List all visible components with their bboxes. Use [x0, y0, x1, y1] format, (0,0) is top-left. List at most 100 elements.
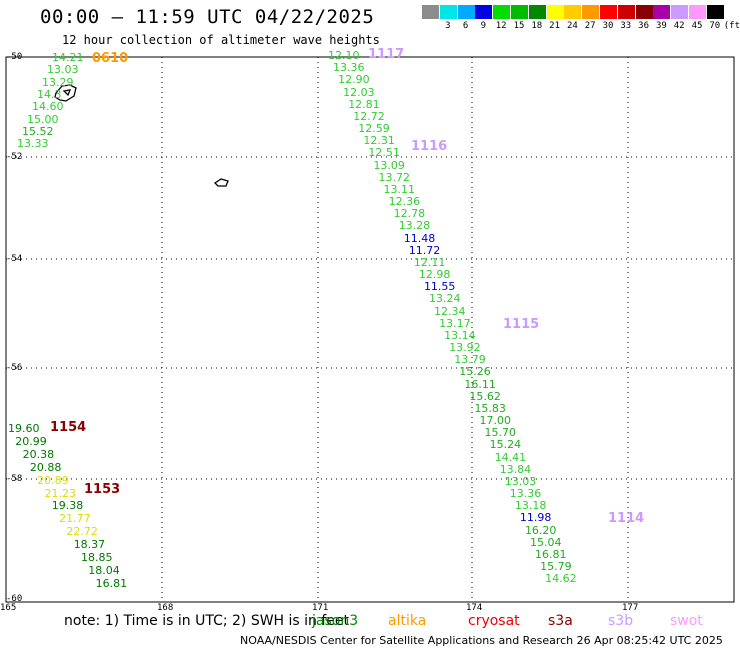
scale-swatch — [493, 5, 511, 19]
wave-height-value: 12.98 — [418, 268, 451, 282]
satellite-legend-swot: swot — [670, 613, 703, 629]
scale-label: 24 — [566, 21, 578, 31]
wave-height-value: 12.11 — [413, 255, 446, 269]
pass-time-label: 1116 — [411, 139, 448, 154]
wave-height-value: 18.04 — [88, 563, 120, 577]
scale-label: 36 — [638, 21, 650, 31]
satellite-legend-altika: altika — [388, 613, 427, 629]
lon-label: 174 — [466, 603, 483, 613]
lat-label: -54 — [6, 254, 23, 264]
wave-height-value: 14.60 — [32, 100, 64, 114]
scale-swatch — [528, 5, 546, 19]
pass-time-label: 1117 — [368, 47, 405, 62]
pass-time-label: 1114 — [608, 511, 645, 526]
scale-label: 70 — [709, 21, 721, 31]
wave-height-value: 20.88 — [29, 460, 62, 474]
wave-height-value: 13.14 — [444, 328, 476, 342]
wave-height-value: 20.99 — [15, 434, 47, 448]
wave-height-value: 16.81 — [95, 576, 128, 590]
wave-height-value: 16.11 — [464, 377, 496, 391]
wave-height-value: 17.00 — [479, 414, 512, 428]
wave-height-value: 13.09 — [373, 158, 405, 172]
scale-label: 18 — [531, 21, 543, 31]
wave-height-value: 14.41 — [494, 450, 527, 464]
wave-height-value: 13.36 — [509, 487, 542, 501]
scale-label: 33 — [620, 21, 632, 31]
scale-label: 6 — [462, 21, 469, 31]
footer-credit: NOAA/NESDIS Center for Satellite Applica… — [240, 634, 723, 647]
scale-swatch — [617, 5, 635, 19]
wave-height-value: 12.72 — [353, 109, 385, 123]
scale-label: 30 — [602, 21, 614, 31]
wave-height-value: 15.26 — [459, 365, 491, 379]
wave-height-value: 12.10 — [328, 49, 360, 62]
campbell-island-outline — [213, 178, 229, 187]
scale-swatch — [475, 5, 493, 19]
wave-height-value: 16.20 — [524, 523, 557, 537]
wave-height-value: 13.18 — [514, 499, 547, 513]
wave-height-value: 13.84 — [499, 462, 532, 476]
wave-height-value: 14.62 — [545, 572, 577, 586]
scale-label: 39 — [655, 21, 667, 31]
wave-height-value: 13.28 — [398, 219, 431, 233]
lon-label: 165 — [0, 603, 17, 613]
wave-height-value: 13.03 — [504, 474, 537, 488]
wave-height-value: 13.33 — [17, 137, 49, 151]
scale-unit: (ft) — [723, 21, 740, 31]
scale-swatch — [582, 5, 600, 19]
wave-height-value: 22.72 — [66, 525, 98, 539]
pass-time-label: 1115 — [503, 317, 540, 332]
wave-height-value: 13.17 — [439, 316, 471, 330]
scale-swatch — [689, 5, 706, 19]
wave-height-value: 19.38 — [51, 499, 84, 513]
pass-time-label: 1154 — [50, 420, 87, 435]
scale-swatch — [511, 5, 528, 19]
scale-label: 12 — [495, 21, 507, 31]
wave-height-value: 13.92 — [449, 341, 481, 355]
scale-label: 45 — [691, 21, 703, 31]
graticule — [6, 57, 734, 602]
wave-height-value: 13.36 — [333, 61, 365, 75]
lat-label: -58 — [6, 474, 23, 484]
wave-height-value: 11.98 — [519, 511, 552, 525]
scale-swatch — [635, 5, 653, 19]
wave-height-value: 15.52 — [22, 124, 54, 138]
wave-height-value: 12.51 — [368, 146, 400, 160]
wave-height-value: 12.34 — [434, 304, 466, 318]
pass-time-label: 1153 — [84, 482, 121, 497]
wave-height-value: 11.72 — [408, 243, 441, 257]
satellite-legend-jason3: jason3 — [312, 613, 359, 629]
wave-height-value: 13.24 — [429, 292, 461, 306]
map-subtitle: 12 hour collection of altimeter wave hei… — [62, 33, 380, 47]
wave-height-value: 13.03 — [47, 63, 79, 77]
wave-height-value: 19.60 — [8, 422, 40, 435]
wave-height-value: 21.23 — [44, 486, 77, 500]
wave-height-value: 12.59 — [358, 122, 390, 136]
wave-height-value: 20.38 — [22, 447, 55, 461]
scale-swatch — [422, 5, 439, 19]
wave-height-value: 13.79 — [454, 353, 486, 367]
scale-swatch — [600, 5, 617, 19]
wave-height-value: 12.03 — [343, 85, 375, 99]
scale-swatch — [564, 5, 582, 19]
wave-height-value: 14.3 — [37, 87, 62, 101]
wave-height-value: 11.48 — [403, 231, 436, 245]
satellite-legend-s3b: s3b — [608, 613, 634, 629]
wave-height-value: 15.70 — [484, 426, 517, 440]
scale-swatch — [706, 5, 724, 19]
lat-label: -52 — [6, 152, 23, 162]
wave-height-value: 15.24 — [489, 438, 522, 452]
wave-height-value: 12.31 — [363, 134, 395, 148]
scale-label: 15 — [513, 21, 525, 31]
wave-height-value: 21.77 — [59, 512, 91, 526]
wave-height-value: 15.00 — [27, 112, 59, 126]
wave-height-value: 15.79 — [540, 560, 572, 574]
wave-height-value: 16.81 — [535, 547, 567, 561]
map-frame — [5, 56, 735, 603]
wave-height-value: 12.90 — [338, 73, 370, 87]
wave-height-value: 12.81 — [348, 97, 380, 111]
wave-height-value: 11.55 — [423, 280, 456, 294]
lon-label: 177 — [622, 603, 639, 613]
wave-height-value: 15.62 — [469, 389, 501, 403]
